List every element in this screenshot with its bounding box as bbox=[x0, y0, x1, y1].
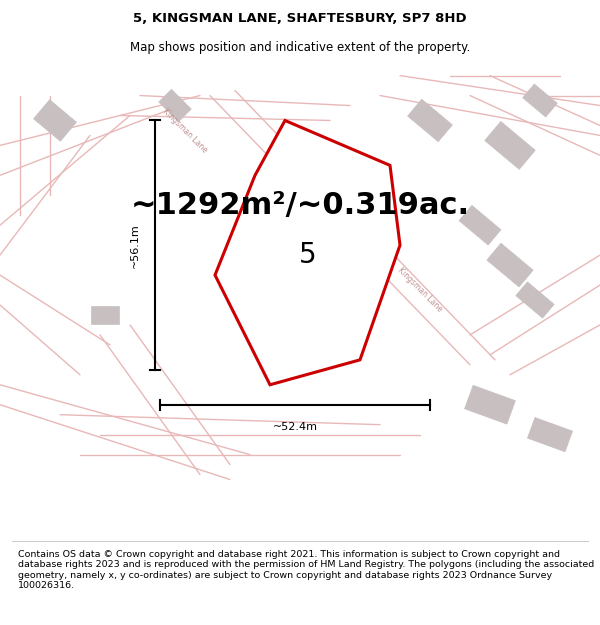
Polygon shape bbox=[91, 306, 119, 324]
Polygon shape bbox=[464, 386, 515, 424]
Text: Kingsman Lane: Kingsman Lane bbox=[161, 106, 209, 154]
Text: Map shows position and indicative extent of the property.: Map shows position and indicative extent… bbox=[130, 41, 470, 54]
Polygon shape bbox=[485, 121, 535, 169]
Polygon shape bbox=[523, 84, 557, 117]
Polygon shape bbox=[527, 418, 572, 452]
Text: Contains OS data © Crown copyright and database right 2021. This information is : Contains OS data © Crown copyright and d… bbox=[18, 550, 594, 590]
Polygon shape bbox=[34, 100, 76, 141]
Polygon shape bbox=[215, 121, 400, 385]
Polygon shape bbox=[516, 282, 554, 318]
Polygon shape bbox=[407, 99, 452, 142]
Polygon shape bbox=[459, 206, 501, 245]
Text: 5: 5 bbox=[299, 241, 317, 269]
Polygon shape bbox=[159, 89, 191, 122]
Text: Kingsman Lane: Kingsman Lane bbox=[396, 266, 444, 314]
Text: ~1292m²/~0.319ac.: ~1292m²/~0.319ac. bbox=[130, 191, 470, 220]
Text: ~56.1m: ~56.1m bbox=[130, 222, 140, 268]
Text: 5, KINGSMAN LANE, SHAFTESBURY, SP7 8HD: 5, KINGSMAN LANE, SHAFTESBURY, SP7 8HD bbox=[133, 12, 467, 25]
Polygon shape bbox=[487, 243, 533, 287]
Polygon shape bbox=[316, 168, 353, 203]
Text: ~52.4m: ~52.4m bbox=[272, 422, 317, 432]
